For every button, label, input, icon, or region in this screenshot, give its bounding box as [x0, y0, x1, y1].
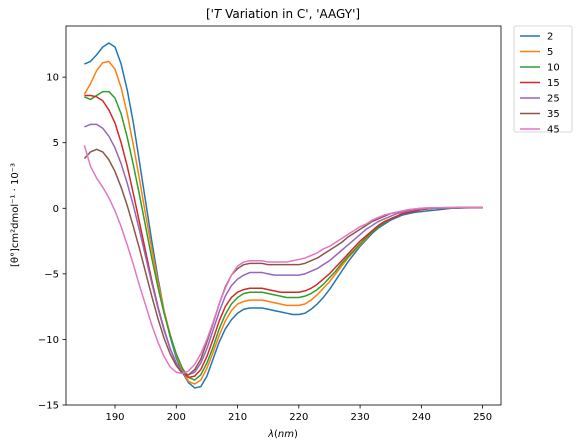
series-group: [83, 42, 483, 389]
series-line-2: [84, 42, 483, 389]
y-tick-label: 0: [53, 204, 59, 215]
x-axis-title: λ(nm): [267, 429, 298, 440]
x-tick-label: 230: [351, 412, 370, 423]
series-line-25: [84, 123, 483, 376]
legend-label-15: 15: [547, 78, 560, 89]
legend-label-45: 45: [547, 125, 560, 136]
legend-label-10: 10: [547, 63, 560, 74]
x-tick-label: 210: [228, 412, 247, 423]
y-tick-label: −15: [38, 401, 59, 412]
y-axis-title: [θ°]cm²dmol⁻¹ · 10⁻³: [10, 163, 21, 267]
series-line-10: [84, 90, 483, 381]
series-line-5: [83, 60, 483, 385]
y-tick-label: 10: [46, 73, 59, 84]
x-tick-label: 220: [289, 412, 308, 423]
series-line-15: [84, 94, 483, 379]
x-tick-label: 200: [167, 412, 186, 423]
y-axis: −15 −10 −5 0 5 10: [38, 73, 66, 412]
y-tick-label: −5: [44, 269, 59, 280]
plot-frame: [65, 25, 502, 406]
x-tick-label: 250: [473, 412, 492, 423]
legend-label-2: 2: [547, 32, 553, 43]
x-axis: 190 200 210 220 230 240 250: [105, 405, 492, 423]
legend-label-5: 5: [547, 47, 553, 58]
x-tick-label: 190: [105, 412, 124, 423]
y-tick-label: 5: [53, 138, 59, 149]
legend-label-25: 25: [547, 94, 560, 105]
y-tick-label: −10: [38, 335, 59, 346]
x-tick-label: 240: [412, 412, 431, 423]
chart-title: ['T Variation in C', 'AAGY']: [206, 7, 360, 21]
legend-label-35: 35: [547, 109, 560, 120]
legend-frame: [513, 25, 573, 133]
series-line-45: [83, 145, 483, 375]
